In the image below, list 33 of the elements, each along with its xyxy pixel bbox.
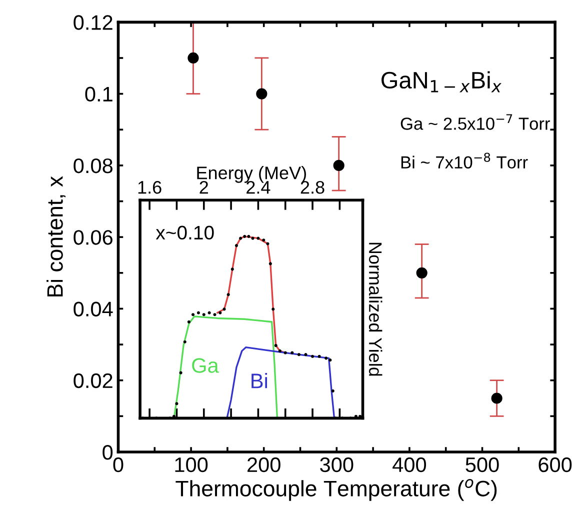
- x-axis-title: Thermocouple Temperature ($^{o}$C): [176, 479, 497, 501]
- annotation: GaN$_{1−x}$Bi$_{x}$: [382, 71, 502, 92]
- y-tick-label: 0: [102, 444, 113, 460]
- y-tick-label: 0.08: [74, 158, 112, 174]
- x-tick-label: 400: [392, 457, 426, 472]
- x-tick-label: 2.8: [300, 180, 324, 194]
- y-tick-label: 0.12: [74, 15, 112, 30]
- series-label: Ga: [192, 358, 219, 373]
- point: [416, 267, 428, 278]
- y-tick-label: 0.02: [74, 373, 112, 388]
- annotation: Bi ~ 7x10$^{−8}$ Torr: [401, 152, 528, 169]
- x-tick-label: 0: [113, 457, 124, 472]
- annotation: Ga ~ 2.5x10$^{−7}$ Torr: [400, 114, 550, 130]
- series-label: Bi: [252, 373, 268, 388]
- y2-axis-title: Normalized Yield: [368, 242, 382, 376]
- point: [256, 88, 268, 100]
- y-tick-label: 0.04: [74, 302, 113, 316]
- point: [333, 160, 344, 171]
- x-axis-title: Energy (MeV): [197, 166, 306, 183]
- annotation: x~0.10: [156, 226, 214, 240]
- x-tick-label: 2: [200, 180, 208, 194]
- point: [188, 52, 199, 64]
- y-tick-label: 0.06: [74, 230, 112, 245]
- x-tick-label: 600: [538, 457, 572, 472]
- x-tick-label: 2.4: [246, 180, 270, 194]
- x-tick-label: 1.6: [138, 180, 162, 194]
- y-tick-label: 0.1: [85, 86, 112, 102]
- x-tick-label: 500: [466, 457, 499, 472]
- x-tick-label: 300: [320, 457, 354, 472]
- point: [491, 392, 502, 404]
- x-tick-label: 100: [175, 457, 208, 472]
- x-tick-label: 200: [248, 457, 280, 472]
- y-axis-title: Bi content, x: [46, 176, 66, 296]
